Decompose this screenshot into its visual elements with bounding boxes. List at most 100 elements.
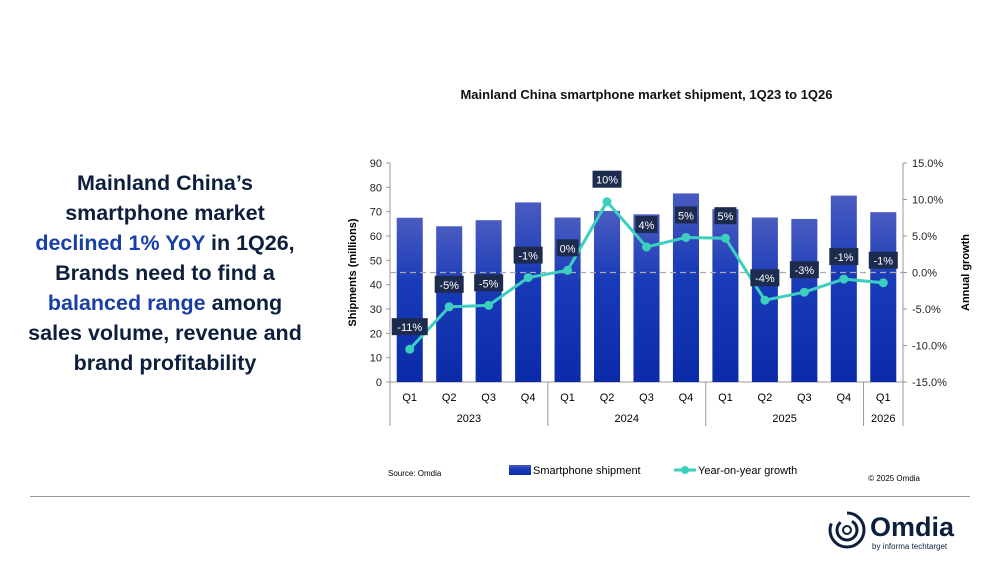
y-tick-label: 0 <box>376 377 382 389</box>
data-label: 4% <box>639 220 655 232</box>
y-tick-label: 20 <box>370 328 382 340</box>
x-tick-label: Q1 <box>876 392 891 404</box>
chart: Mainland China smartphone market shipmen… <box>347 87 972 483</box>
headline-highlight: declined 1% YoY <box>35 231 206 255</box>
bar <box>515 202 542 382</box>
y2-axis-label: Annual growth <box>960 234 972 311</box>
y2-tick-label: 5.0% <box>912 231 937 243</box>
data-label: 5% <box>717 211 733 223</box>
headline-highlight: balanced range <box>47 291 206 315</box>
y2-tick-label: -10.0% <box>912 341 947 353</box>
data-label-box <box>714 207 737 225</box>
headline: Mainland China’s smartphone market decli… <box>20 168 310 378</box>
data-label: -1% <box>518 251 538 263</box>
x-tick-label: Q3 <box>797 392 812 404</box>
data-label: -11% <box>397 322 422 334</box>
x-tick-label: Q3 <box>481 392 496 404</box>
data-label-box <box>474 274 504 292</box>
y2-tick-label: -5.0% <box>912 304 941 316</box>
logo-wordmark: Omdia <box>870 512 955 542</box>
legend-bar-swatch <box>509 465 531 475</box>
x-tick-label: Q1 <box>402 392 417 404</box>
divider <box>30 496 970 497</box>
x-tick-label: Q2 <box>442 392 457 404</box>
growth-point <box>878 278 888 288</box>
headline-text: Mainland China’s smartphone market <box>65 171 265 225</box>
logo-tagline: by informa techtarget <box>872 542 948 551</box>
x-tick-label: Q4 <box>836 392 851 404</box>
data-label: -1% <box>873 256 893 268</box>
data-label-box <box>391 318 428 336</box>
bar <box>396 217 423 382</box>
omdia-logo: Omdia by informa techtarget <box>828 511 955 551</box>
year-label: 2025 <box>772 413 796 425</box>
y-axis-label: Shipments (millions) <box>347 218 359 327</box>
legend-label: Year-on-year growth <box>698 465 797 477</box>
data-label-box <box>434 275 464 293</box>
y-tick-label: 70 <box>370 207 382 219</box>
data-label-box <box>789 261 819 279</box>
data-label-box <box>750 269 780 287</box>
growth-point <box>484 300 494 310</box>
data-label: -4% <box>755 273 775 285</box>
y2-tick-label: 10.0% <box>912 195 943 207</box>
source-note: Source: Omdia <box>388 469 442 478</box>
bar <box>870 212 897 382</box>
legend-line-marker <box>681 466 689 474</box>
x-tick-label: Q1 <box>560 392 575 404</box>
bar <box>594 210 621 382</box>
data-label: -3% <box>795 265 815 277</box>
bar <box>791 218 818 382</box>
growth-point <box>563 265 573 275</box>
data-label: 10% <box>596 175 618 187</box>
y-tick-label: 10 <box>370 353 382 365</box>
x-tick-label: Q4 <box>521 392 536 404</box>
x-tick-label: Q2 <box>758 392 773 404</box>
bar <box>830 195 857 382</box>
data-label-box <box>592 170 622 188</box>
bar <box>633 214 660 382</box>
growth-point <box>839 274 849 284</box>
data-label: -1% <box>834 252 854 264</box>
data-label-box <box>635 215 658 233</box>
y-tick-label: 50 <box>370 255 382 267</box>
data-label: -5% <box>479 278 499 290</box>
growth-point <box>720 233 730 243</box>
growth-point <box>681 232 691 242</box>
copyright: © 2025 Omdia <box>868 474 920 483</box>
data-label: 0% <box>560 243 576 255</box>
growth-point <box>523 273 533 283</box>
bar <box>672 193 699 382</box>
data-label-box <box>829 248 859 266</box>
year-label: 2023 <box>457 413 481 425</box>
growth-point <box>799 287 809 297</box>
year-label: 2024 <box>615 413 639 425</box>
growth-point <box>602 197 612 207</box>
y2-tick-label: 0.0% <box>912 268 937 280</box>
headline-text: in 1Q26, Brands need to find a <box>55 231 295 285</box>
y-tick-label: 60 <box>370 231 382 243</box>
y-tick-label: 30 <box>370 304 382 316</box>
x-tick-label: Q4 <box>679 392 694 404</box>
data-label-box <box>513 246 543 264</box>
data-label: -5% <box>439 280 459 292</box>
x-tick-label: Q3 <box>639 392 654 404</box>
x-tick-label: Q2 <box>600 392 615 404</box>
legend-label: Smartphone shipment <box>533 465 641 477</box>
x-tick-label: Q1 <box>718 392 733 404</box>
y-tick-label: 90 <box>370 158 382 170</box>
y2-tick-label: 15.0% <box>912 158 943 170</box>
y-tick-label: 80 <box>370 182 382 194</box>
data-label-box <box>556 239 579 257</box>
data-label: 5% <box>678 210 694 222</box>
data-label-box <box>674 206 697 224</box>
growth-point <box>405 344 415 354</box>
data-label-box <box>868 251 898 269</box>
growth-point <box>444 302 454 312</box>
growth-point <box>760 295 770 305</box>
chart-title: Mainland China smartphone market shipmen… <box>460 87 832 102</box>
year-label: 2026 <box>871 413 895 425</box>
headline-text: among sales volume, revenue and brand pr… <box>28 291 302 375</box>
y2-tick-label: -15.0% <box>912 377 947 389</box>
y-tick-label: 40 <box>370 280 382 292</box>
